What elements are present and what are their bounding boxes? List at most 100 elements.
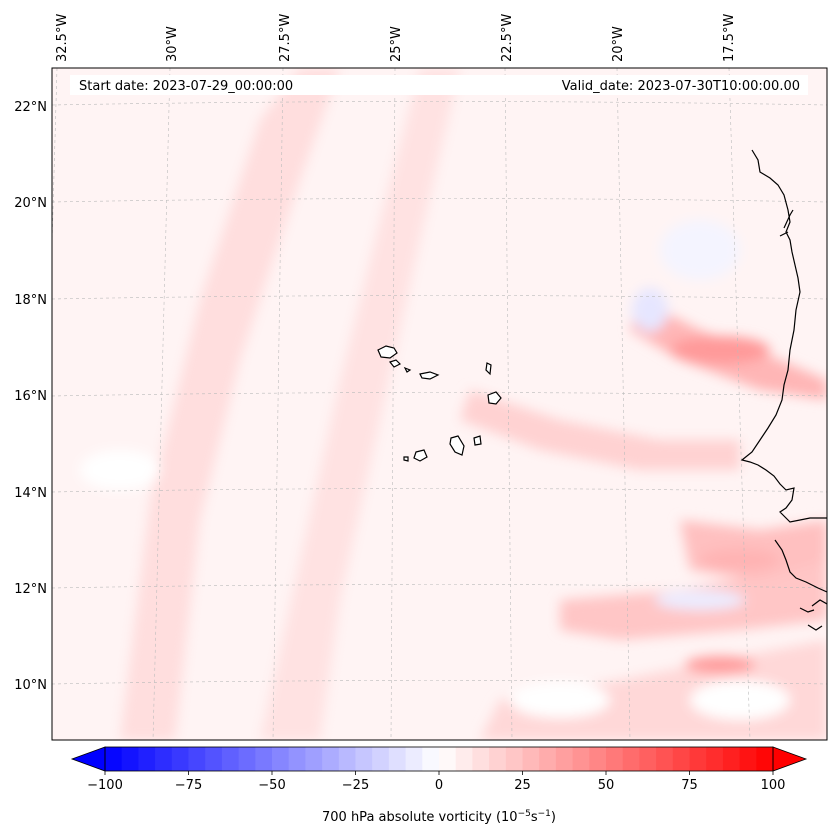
colorbar-cell: [722, 747, 741, 771]
colorbar-cell: [489, 747, 507, 771]
negative-patch-east: [660, 220, 740, 280]
colorbar-cell: [689, 747, 707, 771]
bijagos-islands: [799, 599, 827, 631]
colorbar-cell: [171, 747, 190, 771]
lon-label: 27.5°W: [278, 14, 293, 62]
gridline-lon-25: [390, 68, 396, 740]
island-sal: [485, 362, 492, 376]
colorbar-cell: [405, 747, 423, 771]
cap-vert-peninsula: [779, 209, 794, 237]
vorticity-field: [80, 68, 827, 740]
negative-patch-north: [632, 288, 668, 332]
lat-label: 18°N: [14, 293, 47, 308]
positive-band-central: [460, 390, 740, 470]
gridline-lon-30: [152, 68, 171, 740]
gridline-lat-14: [52, 488, 827, 493]
colorbar-cells: [105, 747, 774, 771]
gridline-lat-18: [52, 295, 827, 300]
white-patch-2: [510, 682, 610, 718]
colorbar: −100 −75 −50 −25 0 25 50 75 100 700 hPa absolute…: [70, 746, 808, 825]
colorbar-cell: [188, 747, 206, 771]
colorbar-cell: [272, 747, 290, 771]
lon-label: 20°W: [611, 26, 626, 62]
colorbar-tick-label: −50: [258, 778, 285, 793]
positive-core-coast: [670, 336, 770, 364]
island-fogo: [413, 449, 428, 462]
lat-label: 20°N: [14, 196, 47, 211]
colorbar-cell: [505, 747, 524, 771]
colorbar-cell: [756, 747, 774, 771]
lat-label: 16°N: [14, 389, 47, 404]
positive-band-west-1: [120, 68, 340, 740]
colorbar-cell: [472, 747, 490, 771]
colorbar-label-mid: s: [531, 810, 538, 825]
lat-label: 14°N: [14, 486, 47, 501]
colorbar-cell: [355, 747, 373, 771]
info-box: [70, 75, 808, 95]
valid-date-label: Valid_date: 2023-07-30T10:00:00.00: [562, 79, 800, 94]
map-plot-area: Start date: 2023-07-29_00:00:00 Valid_da…: [51, 67, 828, 741]
positive-core-se: [700, 548, 780, 572]
lat-label: 10°N: [14, 678, 47, 693]
colorbar-label-end: ): [551, 810, 556, 825]
colorbar-label-exp2: −1: [538, 809, 551, 819]
lon-label: 25°W: [389, 26, 404, 62]
colorbar-cell: [555, 747, 574, 771]
colorbar-tick-label: 50: [598, 778, 615, 793]
colorbar-cell: [589, 747, 607, 771]
colorbar-cell: [105, 747, 123, 771]
colorbar-cell: [255, 747, 273, 771]
colorbar-cell: [639, 747, 657, 771]
colorbar-cell: [422, 747, 440, 771]
colorbar-label-text: 700 hPa absolute vorticity (10: [322, 810, 518, 825]
colorbar-cell: [205, 747, 223, 771]
colorbar-cell: [221, 747, 240, 771]
island-sao-nicolau: [419, 371, 440, 380]
gridline-lon-20: [616, 68, 631, 740]
lon-label: 30°W: [165, 26, 180, 62]
colorbar-label-exp1: −5: [518, 809, 531, 819]
island-santiago: [449, 435, 465, 456]
colorbar-cell: [739, 747, 757, 771]
colorbar-cell: [539, 747, 557, 771]
longitude-labels: 32.5°W 30°W 27.5°W 25°W 22.5°W 20°W 17.5…: [55, 14, 737, 62]
colorbar-cell: [622, 747, 640, 771]
island-santo-antao: [377, 345, 398, 359]
lon-label: 32.5°W: [55, 14, 70, 62]
colorbar-cell: [388, 747, 407, 771]
colorbar-cell: [372, 747, 390, 771]
gridline-lat-10: [52, 680, 827, 685]
white-patch-1: [80, 450, 160, 490]
colorbar-cell: [455, 747, 473, 771]
island-maio: [473, 435, 482, 446]
map-frame: [51, 67, 828, 741]
colorbar-tick-label: 25: [514, 778, 531, 793]
colorbar-cell: [439, 747, 457, 771]
gridline-lon-22-5: [504, 68, 513, 740]
gridline-lon-27-5: [272, 68, 284, 740]
guinea-coastline: [774, 539, 827, 593]
colorbar-label: 700 hPa absolute vorticity (10−5s−1): [322, 809, 556, 825]
colorbar-cell: [522, 747, 540, 771]
lat-label: 12°N: [14, 582, 47, 597]
colorbar-cell: [305, 747, 323, 771]
lat-label: 22°N: [14, 100, 47, 115]
colorbar-cell: [155, 747, 173, 771]
colorbar-tick-label: 100: [761, 778, 786, 793]
positive-core-south: [685, 656, 755, 674]
island-brava: [403, 456, 409, 462]
colorbar-cell: [322, 747, 340, 771]
lon-label: 22.5°W: [500, 14, 515, 62]
island-sao-vicente: [388, 359, 402, 368]
colorbar-cell: [606, 747, 624, 771]
colorbar-tick-label: 0: [435, 778, 443, 793]
colorbar-tick-label: −100: [87, 778, 123, 793]
colorbar-cell: [572, 747, 590, 771]
colorbar-cell: [706, 747, 724, 771]
coastlines: [740, 149, 827, 631]
gridline-lat-12: [52, 584, 827, 589]
colorbar-extend-min: [70, 746, 106, 772]
colorbar-tick-label: 75: [681, 778, 698, 793]
colorbar-ticks: −100 −75 −50 −25 0 25 50 75 100: [87, 771, 785, 793]
cape-verde-islands: [377, 345, 502, 462]
